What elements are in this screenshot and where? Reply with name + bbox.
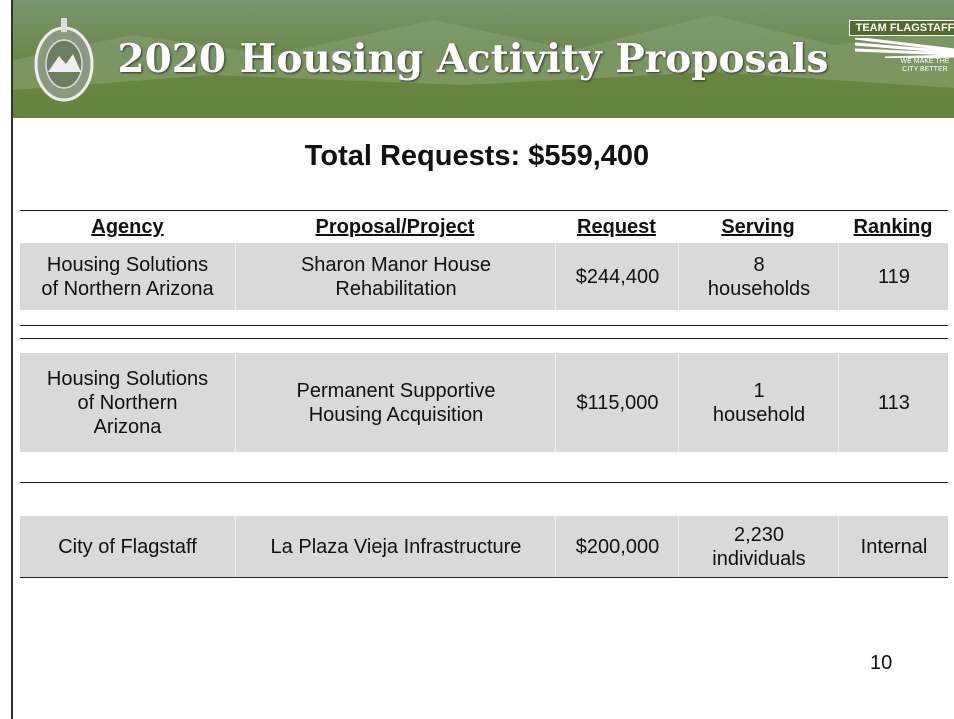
rule (20, 482, 948, 483)
cell-line: of Northern Arizona (41, 277, 214, 300)
cell-line: La Plaza Vieja Infrastructure (270, 535, 522, 558)
column-header: Proposal/Project (315, 216, 475, 238)
table-row: Housing Solutions of Northern Arizona Shar… (20, 243, 948, 310)
cell-line: Housing Acquisition (308, 403, 484, 426)
slide-title: 2020 Housing Activity Proposals (117, 36, 829, 82)
table-cell: Permanent Supportive Housing Acquisition (235, 353, 556, 452)
subtitle: Total Requests: $559,400 (304, 140, 650, 172)
cell-line: City of Flagstaff (58, 535, 197, 558)
banner-art (13, 15, 954, 118)
header-banner: 2020 Housing Activity Proposals TEAM FLA… (13, 0, 954, 118)
table-row: City of Flagstaff La Plaza Vieja Infrastr… (20, 516, 948, 577)
table-cell: 119 (838, 243, 949, 310)
table-cell: Housing Solutions of Northern Arizona (20, 243, 235, 310)
cell-line: Internal (860, 535, 928, 558)
column-header: Agency (91, 216, 164, 238)
cell-line: Housing Solutions (46, 253, 209, 276)
table-cell: Internal (838, 516, 949, 577)
table-cell: 8 households (678, 243, 839, 310)
cell-line: 2,230 (733, 523, 785, 546)
cell-line: $200,000 (575, 535, 660, 558)
cell-line: Permanent Supportive (296, 379, 496, 402)
cell-line: $115,000 (576, 391, 659, 414)
city-seal (34, 18, 94, 102)
rule (20, 577, 948, 578)
table-cell: $115,000 (555, 353, 679, 452)
logo-tagline-line: WE MAKE THE (900, 58, 950, 65)
table-cell: La Plaza Vieja Infrastructure (235, 516, 556, 577)
team-logo: TEAM FLAGSTAFF WE MAKE THE CITY BETTER (849, 20, 954, 100)
cell-line: 8 (753, 253, 765, 276)
table-cell: 113 (838, 353, 949, 452)
cell-line: household (712, 403, 806, 426)
rule (20, 338, 948, 339)
logo-title: TEAM FLAGSTAFF (849, 20, 954, 36)
page-number: 10 (870, 652, 893, 674)
column-header: Request (577, 216, 656, 238)
table-cell: $244,400 (555, 243, 679, 310)
table-cell: $200,000 (555, 516, 679, 577)
table-cell: City of Flagstaff (20, 516, 235, 577)
cell-line: households (707, 277, 811, 300)
cell-line: Housing Solutions (46, 367, 209, 390)
cell-line: 113 (878, 391, 910, 414)
table-row: Housing Solutions of Northern Arizona Perma… (20, 353, 948, 452)
table-cell: 1 household (678, 353, 839, 452)
logo-tagline-line: CITY BETTER (902, 66, 948, 73)
cell-line: individuals (712, 547, 806, 570)
column-header: Serving (721, 216, 795, 238)
rule (20, 325, 948, 326)
table-cell: Housing Solutions of Northern Arizona (20, 353, 235, 452)
frame-line (11, 0, 13, 719)
cell-line: Rehabilitation (335, 277, 457, 300)
table-cell: Sharon Manor House Rehabilitation (235, 243, 556, 310)
logo-tagline: WE MAKE THE CITY BETTER (889, 58, 954, 74)
cell-line: $244,400 (575, 265, 660, 288)
cell-line: 1 (753, 379, 765, 402)
column-header: Ranking (853, 216, 933, 238)
cell-line: Arizona (93, 415, 162, 438)
logo-rays (855, 38, 954, 58)
table-cell: 2,230 individuals (678, 516, 839, 577)
header-row: Agency Proposal/Project Request Serving Rank… (20, 211, 948, 243)
cell-line: Sharon Manor House (300, 253, 492, 276)
rule (20, 210, 948, 211)
cell-line: of Northern (77, 391, 178, 414)
cell-line: 119 (878, 265, 910, 288)
